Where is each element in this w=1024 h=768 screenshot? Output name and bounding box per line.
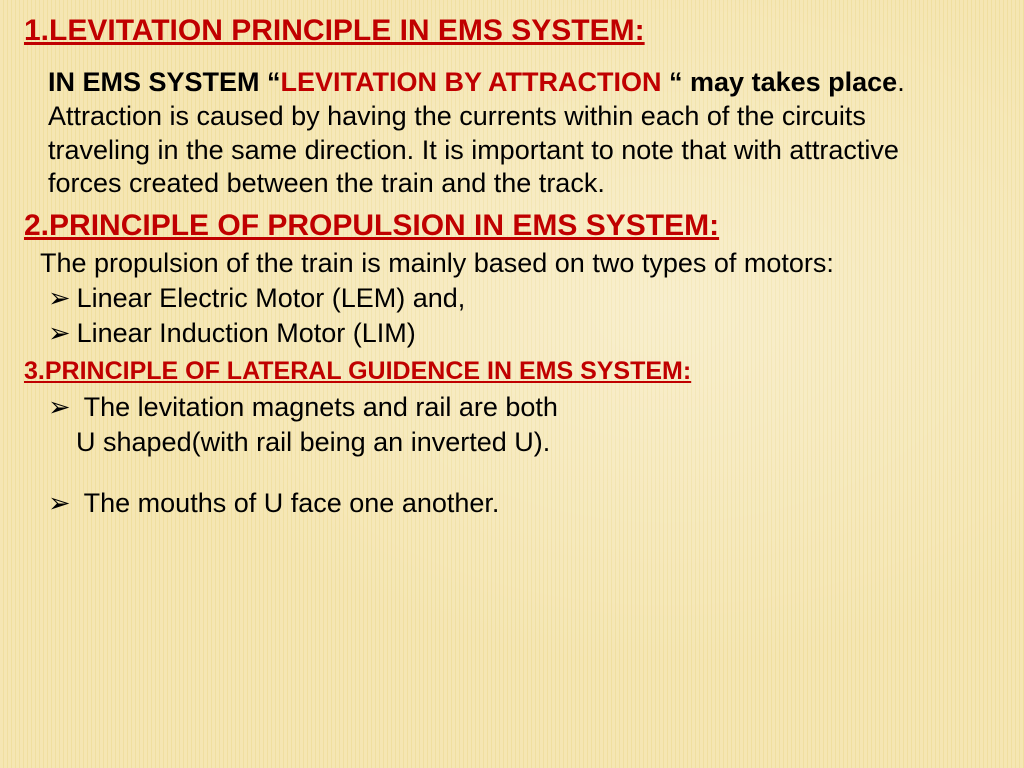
bullet-line1: The mouths of U face one another (84, 488, 492, 518)
bullet-line2: U shaped(with rail being an inverted U). (48, 427, 550, 457)
section3-heading: 3.PRINCIPLE OF LATERAL GUIDENCE IN EMS S… (24, 357, 1000, 386)
section1-intro-highlight: LEVITATION BY ATTRACTION (281, 67, 669, 97)
section1-body: Attraction is caused by having the curre… (48, 101, 899, 199)
section1-heading: 1.LEVITATION PRINCIPLE IN EMS SYSTEM: (24, 14, 1000, 48)
list-item: The levitation magnets and rail are both… (48, 390, 1000, 460)
list-item: Linear Induction Motor (LIM) (48, 316, 1000, 351)
section1-intro-prefix: IN EMS SYSTEM “ (48, 67, 281, 97)
section2-body: The propulsion of the train is mainly ba… (40, 247, 1000, 281)
bullet-line1: The levitation magnets and rail are both (84, 392, 558, 422)
section1-intro: IN EMS SYSTEM “LEVITATION BY ATTRACTION … (48, 66, 960, 201)
section2-heading: 2.PRINCIPLE OF PROPULSION IN EMS SYSTEM: (24, 209, 1000, 243)
list-item: The mouths of U face one another. (48, 486, 1000, 521)
trailing-dot: . (492, 488, 500, 518)
section2-bullet-list: Linear Electric Motor (LEM) and, Linear … (48, 281, 1000, 351)
list-item: Linear Electric Motor (LEM) and, (48, 281, 1000, 316)
section3-bullet-list: The levitation magnets and rail are both… (48, 390, 1000, 521)
slide-content: 1.LEVITATION PRINCIPLE IN EMS SYSTEM: IN… (0, 0, 1024, 557)
section1-intro-suffix: “ may takes place (669, 67, 897, 97)
section1-intro-dot: . (897, 67, 905, 97)
